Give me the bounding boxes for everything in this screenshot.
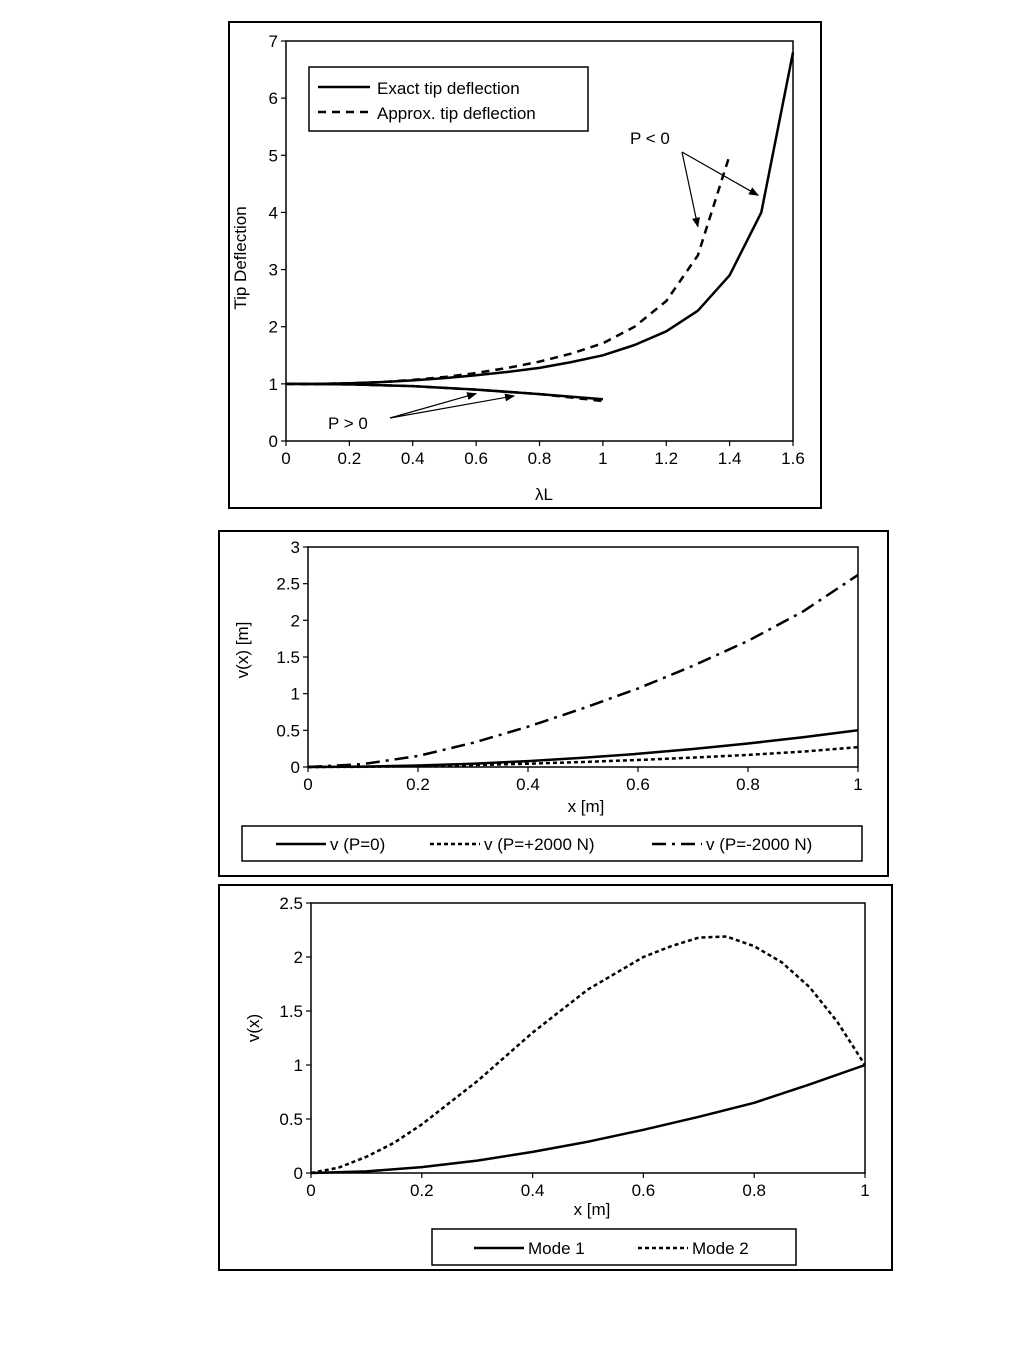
x-tick-label: 1.2 [654,449,678,468]
annotation-arrow [389,393,516,419]
x-tick-label: 0.6 [632,1181,656,1200]
series-line-v-p-2000-n [307,745,859,769]
chart-frame [228,21,822,509]
tip-deflection-chart: 0 0.2 0.4 0.6 0.8 1 1.2 1.4 1.6 0 1 2 3 4 5 6 7 Tip Defl… [228,21,822,509]
annotation-arrow [681,151,759,196]
legend-label-approx: Approx. tip deflection [377,104,536,123]
y-tick-label: 2 [269,318,278,337]
y-axis-label: v(x) [m] [233,622,252,679]
y-tick-label: 3 [269,261,278,280]
annotation-p-positive: P > 0 [328,392,516,433]
y-tick-label: 3 [291,538,300,557]
y-tick-label: 2.5 [279,894,303,913]
x-tick-label: 0.4 [521,1181,545,1200]
x-tick-label: 1 [853,775,862,794]
chart-frame [218,530,889,877]
y-axis-label: Tip Deflection [231,206,250,309]
y-tick-label: 5 [269,146,278,165]
y-tick-label: 0.5 [276,721,300,740]
series-line-mode-2 [310,935,867,1175]
y-tick-label: 0 [294,1164,303,1183]
x-tick-label: 0.8 [742,1181,766,1200]
series-line-v-p-2000-n [307,573,859,769]
legend-label-p-positive: v (P=+2000 N) [484,835,595,854]
y-tick-label: 7 [269,32,278,51]
annotation-label: P < 0 [630,129,670,148]
x-tick-label: 0 [303,775,312,794]
annotation-arrow [389,392,478,419]
annotation-label: P > 0 [328,414,368,433]
y-tick-label: 1.5 [276,648,300,667]
x-tick-label: 1.6 [781,449,805,468]
plot-area [307,546,859,768]
x-tick-label: 1.4 [718,449,742,468]
deflection-vs-load-chart: 0 0.2 0.4 0.6 0.8 1 0 0.5 1 1.5 2 2.5 3 v(x) [m] x [… [218,530,889,877]
mode-shapes-chart: 0 0.2 0.4 0.6 0.8 1 0 0.5 1 1.5 2 2.5 v(x) x [m] Mo… [218,884,893,1271]
x-axis-label: λL [535,485,553,504]
x-tick-label: 0 [281,449,290,468]
x-tick-label: 0.2 [410,1181,434,1200]
series-line-approx-tip-deflection [285,382,604,403]
y-tick-label: 0.5 [279,1110,303,1129]
x-tick-label: 0.4 [516,775,540,794]
x-tick-label: 0.2 [338,449,362,468]
legend-label-mode1: Mode 1 [528,1239,585,1258]
legend: v (P=0) v (P=+2000 N) v (P=-2000 N) [241,825,863,862]
y-tick-label: 4 [269,203,278,222]
series-line-approx-tip-deflection [286,154,731,386]
x-tick-label: 0 [306,1181,315,1200]
y-tick-label: 0 [291,758,300,777]
x-tick-label: 0.6 [464,449,488,468]
legend-box [241,825,863,862]
x-axis-label: x [m] [574,1200,611,1219]
legend-label-p0: v (P=0) [330,835,385,854]
y-tick-label: 0 [269,432,278,451]
y-tick-label: 1 [294,1056,303,1075]
annotation-arrow [681,151,700,228]
y-tick-label: 1 [269,375,278,394]
y-tick-label: 1.5 [279,1002,303,1021]
legend-box [308,66,589,132]
x-tick-label: 1 [860,1181,869,1200]
y-tick-label: 6 [269,89,278,108]
legend-label-p-negative: v (P=-2000 N) [706,835,812,854]
x-tick-label: 0.2 [406,775,430,794]
y-tick-label: 1 [291,685,300,704]
y-tick-label: 2 [294,948,303,967]
annotation-p-negative: P < 0 [630,129,759,228]
plot-area [310,902,866,1174]
y-tick-label: 2.5 [276,575,300,594]
y-axis-label: v(x) [244,1014,263,1042]
legend: Exact tip deflection Approx. tip deflect… [308,66,589,132]
y-tick-label: 2 [291,611,300,630]
x-tick-label: 1 [598,449,607,468]
series-line-mode-1 [310,1063,866,1175]
x-tick-label: 0.4 [401,449,425,468]
chart-frame [218,884,893,1271]
legend-label-mode2: Mode 2 [692,1239,749,1258]
legend: Mode 1 Mode 2 [431,1228,797,1266]
x-tick-label: 0.8 [736,775,760,794]
x-tick-label: 0.6 [626,775,650,794]
x-axis-label: x [m] [568,797,605,816]
legend-label-exact: Exact tip deflection [377,79,520,98]
x-tick-label: 0.8 [528,449,552,468]
